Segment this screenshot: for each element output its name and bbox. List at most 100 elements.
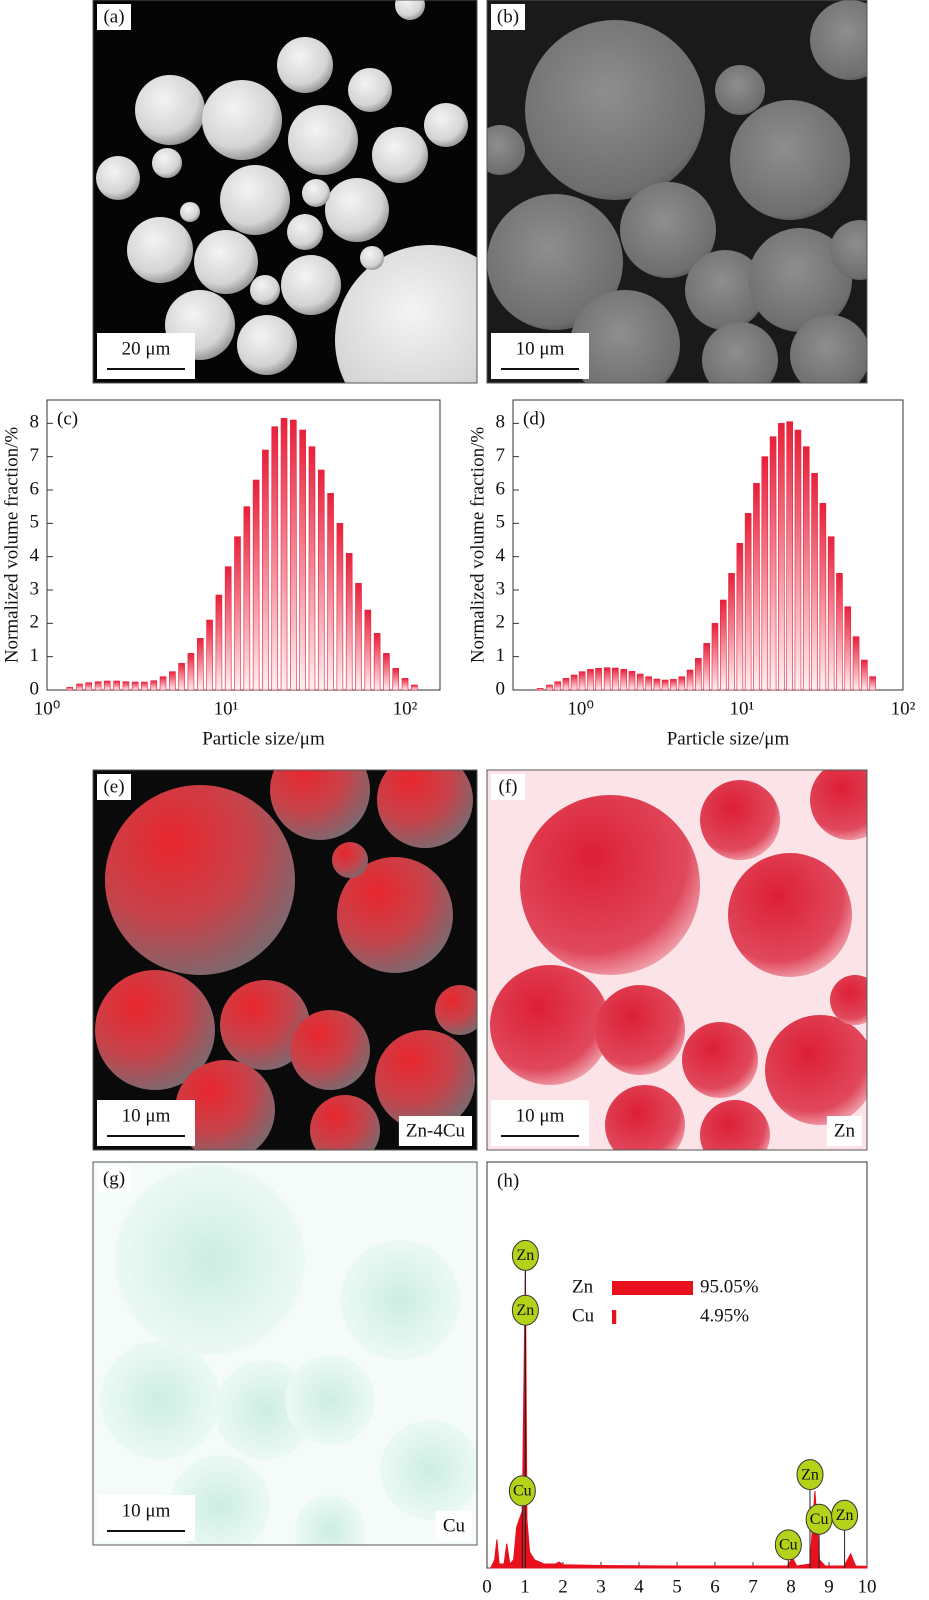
particle <box>487 125 525 175</box>
bar <box>327 493 334 691</box>
panel-label: (c) <box>57 408 78 429</box>
particle <box>100 1340 220 1460</box>
bar <box>703 643 710 691</box>
bar <box>744 513 752 691</box>
bar <box>150 680 158 691</box>
bar <box>141 681 148 691</box>
particle <box>295 1495 365 1545</box>
bar <box>345 553 353 691</box>
particle <box>728 853 852 977</box>
bar <box>197 638 204 691</box>
y-tick-label: 3 <box>30 578 40 599</box>
peak-label: Zn <box>836 1507 854 1524</box>
particle <box>490 965 610 1085</box>
bar <box>169 671 176 691</box>
particle <box>325 178 389 242</box>
bar <box>206 619 213 691</box>
particle <box>810 770 867 840</box>
y-tick-label: 1 <box>30 645 40 666</box>
bar <box>252 479 260 691</box>
y-tick-label: 0 <box>30 678 40 699</box>
peak-badge <box>511 1294 539 1326</box>
scale-bar-label: 20 μm <box>122 338 171 359</box>
particle <box>595 985 685 1075</box>
x-tick-label: 2 <box>558 1576 568 1597</box>
y-tick-label: 6 <box>496 478 506 499</box>
panel-label-box <box>491 4 525 30</box>
particle <box>348 68 392 112</box>
bar <box>844 606 852 691</box>
micrograph <box>93 0 477 383</box>
scale-bar-box <box>491 1100 589 1146</box>
particle <box>765 1015 867 1125</box>
bar <box>628 671 636 691</box>
bar <box>562 678 570 691</box>
bar <box>401 678 409 691</box>
bar <box>85 682 92 691</box>
bar <box>131 681 139 691</box>
peak-badge <box>831 1499 859 1531</box>
particle <box>487 194 623 330</box>
x-tick-label: 5 <box>672 1576 682 1597</box>
particle <box>685 250 765 330</box>
particle <box>682 1022 758 1098</box>
bar <box>364 609 372 691</box>
bar <box>595 668 602 691</box>
particle <box>340 1240 460 1360</box>
x-tick-label: 9 <box>824 1576 834 1597</box>
particle <box>105 785 295 975</box>
bar <box>819 503 827 691</box>
panel-label: (b) <box>497 6 519 27</box>
particle <box>700 780 780 860</box>
peak-label: Zn <box>516 1247 534 1264</box>
bar <box>827 536 835 691</box>
bar <box>570 674 578 691</box>
bar <box>695 658 702 691</box>
scale-bar-box <box>491 333 589 379</box>
particle <box>95 970 215 1090</box>
particle <box>285 1355 375 1445</box>
particle <box>180 202 200 222</box>
particle <box>377 770 473 848</box>
particle <box>375 1030 475 1130</box>
bar <box>653 678 661 691</box>
particle <box>702 322 778 383</box>
bar <box>66 687 74 691</box>
bar <box>769 436 777 691</box>
peak-label: Zn <box>801 1466 819 1483</box>
micrograph-frame <box>486 0 868 384</box>
particle <box>127 217 193 283</box>
panel-label-box <box>97 774 131 800</box>
particle <box>220 165 290 235</box>
element-label: Cu <box>443 1515 466 1536</box>
y-tick-label: 2 <box>30 612 40 633</box>
bar <box>355 583 362 691</box>
bar <box>392 668 400 691</box>
element-label-box <box>826 1116 862 1146</box>
element-label-box <box>435 1511 472 1541</box>
bar <box>736 543 744 691</box>
panel-label: (h) <box>497 1170 519 1191</box>
bar <box>94 681 102 691</box>
particle <box>152 148 182 178</box>
y-tick-label: 8 <box>30 412 40 433</box>
particle <box>380 1420 477 1520</box>
y-tick-label: 4 <box>30 545 40 566</box>
peak-label: Cu <box>810 1511 829 1528</box>
particle <box>730 100 850 220</box>
bar <box>620 669 628 691</box>
particle <box>424 103 468 147</box>
bar <box>728 573 735 691</box>
particle <box>237 315 297 375</box>
x-axis-label: Particle size/μm <box>202 728 325 749</box>
bar <box>280 418 288 691</box>
peak-badge <box>796 1459 824 1491</box>
composition-bar <box>612 1310 617 1324</box>
bar <box>262 449 269 691</box>
particle <box>332 842 368 878</box>
panel-label: (d) <box>523 408 545 429</box>
x-tick-label: 10 <box>858 1576 877 1597</box>
y-tick-label: 8 <box>496 412 506 433</box>
bar <box>224 566 232 691</box>
y-tick-label: 7 <box>30 445 40 466</box>
